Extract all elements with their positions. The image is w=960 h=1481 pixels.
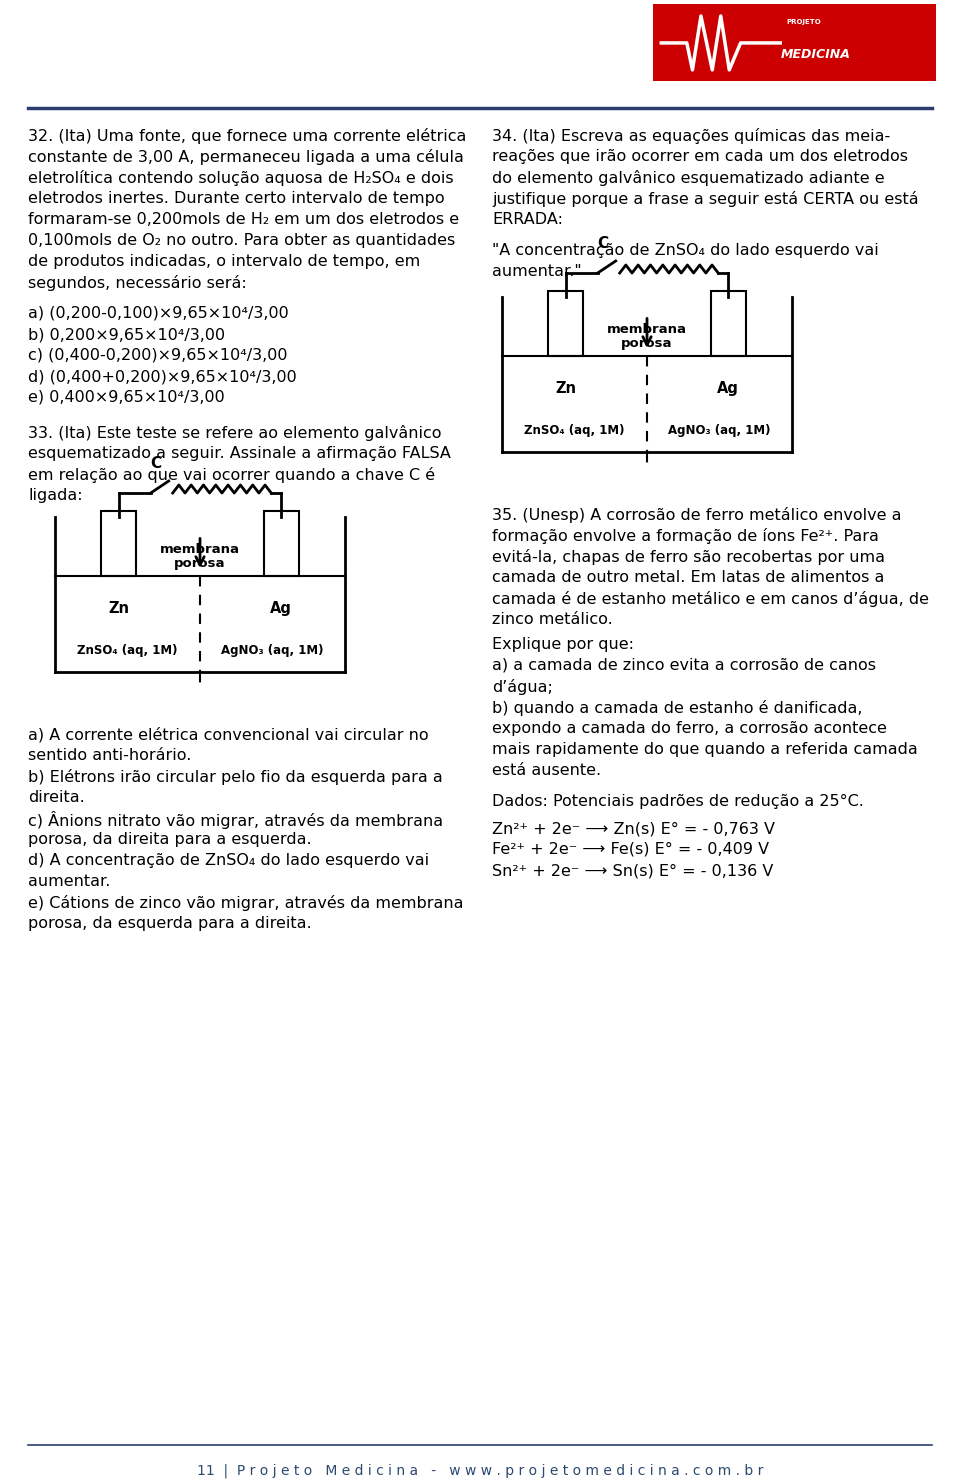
Text: eletrolítica contendo solução aquosa de H₂SO₄ e dois: eletrolítica contendo solução aquosa de … [28,170,454,187]
Text: "A concentração de ZnSO₄ do lado esquerdo vai: "A concentração de ZnSO₄ do lado esquerd… [492,243,878,258]
Text: Sn²⁺ + 2e⁻ ⟶ Sn(s) E° = - 0,136 V: Sn²⁺ + 2e⁻ ⟶ Sn(s) E° = - 0,136 V [492,863,774,878]
Text: 11  |  P r o j e t o   M e d i c i n a   -   w w w . p r o j e t o m e d i c i n: 11 | P r o j e t o M e d i c i n a - w w… [197,1463,763,1478]
Text: 34. (Ita) Escreva as equações químicas das meia-: 34. (Ita) Escreva as equações químicas d… [492,127,890,144]
Text: d’água;: d’água; [492,678,553,695]
Text: porosa: porosa [621,338,673,351]
Text: camada é de estanho metálico e em canos d’água, de: camada é de estanho metálico e em canos … [492,591,929,607]
FancyBboxPatch shape [264,511,299,576]
Text: Zn: Zn [555,381,576,395]
Text: constante de 3,00 A, permaneceu ligada a uma célula: constante de 3,00 A, permaneceu ligada a… [28,150,464,164]
Text: c) Ânions nitrato vão migrar, através da membrana: c) Ânions nitrato vão migrar, através da… [28,812,444,829]
Text: porosa, da direita para a esquerda.: porosa, da direita para a esquerda. [28,832,312,847]
Text: a) a camada de zinco evita a corrosão de canos: a) a camada de zinco evita a corrosão de… [492,658,876,672]
Text: do elemento galvânico esquematizado adiante e: do elemento galvânico esquematizado adia… [492,170,884,187]
Text: de produtos indicadas, o intervalo de tempo, em: de produtos indicadas, o intervalo de te… [28,255,420,270]
FancyBboxPatch shape [710,290,746,355]
Text: eletrodos inertes. Durante certo intervalo de tempo: eletrodos inertes. Durante certo interva… [28,191,444,206]
FancyBboxPatch shape [548,290,583,355]
Text: camada de outro metal. Em latas de alimentos a: camada de outro metal. Em latas de alime… [492,570,884,585]
Text: a) (0,200-0,100)×9,65×10⁴/3,00: a) (0,200-0,100)×9,65×10⁴/3,00 [28,307,289,321]
Text: em relação ao que vai ocorrer quando a chave C é: em relação ao que vai ocorrer quando a c… [28,467,435,483]
Text: Zn²⁺ + 2e⁻ ⟶ Zn(s) E° = - 0,763 V: Zn²⁺ + 2e⁻ ⟶ Zn(s) E° = - 0,763 V [492,820,775,835]
Text: direita.: direita. [28,789,84,806]
Text: segundos, necessário será:: segundos, necessário será: [28,275,247,290]
Text: reações que irão ocorrer em cada um dos eletrodos: reações que irão ocorrer em cada um dos … [492,150,908,164]
Text: esquematizado a seguir. Assinale a afirmação FALSA: esquematizado a seguir. Assinale a afirm… [28,446,451,461]
Text: d) A concentração de ZnSO₄ do lado esquerdo vai: d) A concentração de ZnSO₄ do lado esque… [28,853,429,868]
Text: Dados: Potenciais padrões de redução a 25°C.: Dados: Potenciais padrões de redução a 2… [492,794,864,809]
Text: justifique porque a frase a seguir está CERTA ou está: justifique porque a frase a seguir está … [492,191,919,207]
Text: Ag: Ag [271,601,292,616]
Text: ERRADA:: ERRADA: [492,212,563,227]
Text: b) quando a camada de estanho é danificada,: b) quando a camada de estanho é danifica… [492,701,862,715]
Text: 0,100mols de O₂ no outro. Para obter as quantidades: 0,100mols de O₂ no outro. Para obter as … [28,233,455,247]
Text: PROJETO: PROJETO [786,19,821,25]
Text: AgNO₃ (aq, 1M): AgNO₃ (aq, 1M) [668,424,771,437]
Text: ZnSO₄ (aq, 1M): ZnSO₄ (aq, 1M) [524,424,625,437]
Text: formaram-se 0,200mols de H₂ em um dos eletrodos e: formaram-se 0,200mols de H₂ em um dos el… [28,212,459,227]
Text: está ausente.: está ausente. [492,763,601,778]
FancyBboxPatch shape [102,511,136,576]
Text: 35. (Unesp) A corrosão de ferro metálico envolve a: 35. (Unesp) A corrosão de ferro metálico… [492,507,901,523]
Text: aumentar.: aumentar. [28,874,110,889]
Text: ligada:: ligada: [28,489,83,504]
Text: Fe²⁺ + 2e⁻ ⟶ Fe(s) E° = - 0,409 V: Fe²⁺ + 2e⁻ ⟶ Fe(s) E° = - 0,409 V [492,843,769,857]
Text: sentido anti-horário.: sentido anti-horário. [28,748,191,763]
Text: e) 0,400×9,65×10⁴/3,00: e) 0,400×9,65×10⁴/3,00 [28,390,225,404]
Text: mais rapidamente do que quando a referida camada: mais rapidamente do que quando a referid… [492,742,918,757]
Text: C: C [150,456,161,471]
Text: e) Cátions de zinco vão migrar, através da membrana: e) Cátions de zinco vão migrar, através … [28,895,464,911]
Text: ZnSO₄ (aq, 1M): ZnSO₄ (aq, 1M) [77,644,178,658]
Text: aumentar.": aumentar." [492,264,582,278]
Text: porosa: porosa [175,557,226,570]
Text: porosa, da esquerda para a direita.: porosa, da esquerda para a direita. [28,917,312,932]
Text: 32. (Ita) Uma fonte, que fornece uma corrente elétrica: 32. (Ita) Uma fonte, que fornece uma cor… [28,127,467,144]
Text: MEDICINA: MEDICINA [780,47,851,61]
Text: membrana: membrana [607,323,687,336]
Text: c) (0,400-0,200)×9,65×10⁴/3,00: c) (0,400-0,200)×9,65×10⁴/3,00 [28,348,287,363]
Text: evitá-la, chapas de ferro são recobertas por uma: evitá-la, chapas de ferro são recobertas… [492,549,885,564]
Text: Zn: Zn [108,601,130,616]
Text: expondo a camada do ferro, a corrosão acontece: expondo a camada do ferro, a corrosão ac… [492,721,887,736]
Text: a) A corrente elétrica convencional vai circular no: a) A corrente elétrica convencional vai … [28,727,428,742]
Text: membrana: membrana [160,544,240,557]
Text: 33. (Ita) Este teste se refere ao elemento galvânico: 33. (Ita) Este teste se refere ao elemen… [28,425,442,441]
Text: b) Elétrons irão circular pelo fio da esquerda para a: b) Elétrons irão circular pelo fio da es… [28,769,443,785]
Text: Explique por que:: Explique por que: [492,637,634,652]
Text: d) (0,400+0,200)×9,65×10⁴/3,00: d) (0,400+0,200)×9,65×10⁴/3,00 [28,369,297,384]
Text: C: C [597,235,609,250]
Text: AgNO₃ (aq, 1M): AgNO₃ (aq, 1M) [221,644,324,658]
Text: formação envolve a formação de íons Fe²⁺. Para: formação envolve a formação de íons Fe²⁺… [492,529,878,544]
Text: zinco metálico.: zinco metálico. [492,612,612,626]
Text: b) 0,200×9,65×10⁴/3,00: b) 0,200×9,65×10⁴/3,00 [28,327,226,342]
Text: Ag: Ag [717,381,739,395]
